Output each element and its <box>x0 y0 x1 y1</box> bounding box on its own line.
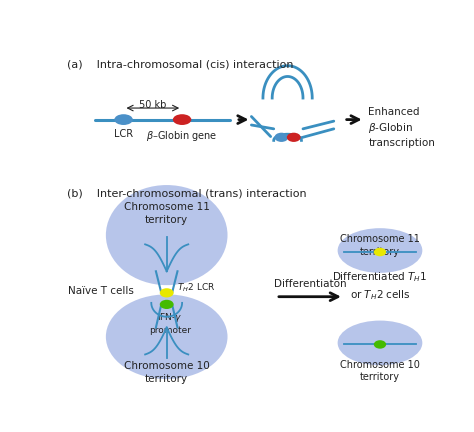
Text: Naïve T cells: Naïve T cells <box>68 286 134 295</box>
Ellipse shape <box>160 300 173 309</box>
Ellipse shape <box>160 288 173 298</box>
Ellipse shape <box>337 228 422 273</box>
Text: (a)    Intra-chromosomal (cis) interaction: (a) Intra-chromosomal (cis) interaction <box>66 60 293 70</box>
Text: Enhanced
$\beta$-Globin
transcription: Enhanced $\beta$-Globin transcription <box>368 107 435 149</box>
Text: Chromosome 11
territory: Chromosome 11 territory <box>124 202 210 225</box>
Ellipse shape <box>274 133 288 142</box>
Text: LCR: LCR <box>114 129 133 139</box>
Ellipse shape <box>106 294 228 379</box>
Ellipse shape <box>374 340 386 349</box>
Ellipse shape <box>173 114 191 125</box>
Ellipse shape <box>106 185 228 285</box>
Ellipse shape <box>374 248 386 256</box>
Text: $\beta$–Globin gene: $\beta$–Globin gene <box>146 129 218 143</box>
Text: Chromosome 10
territory: Chromosome 10 territory <box>340 360 420 382</box>
Text: 50 kb: 50 kb <box>139 100 166 110</box>
Text: IFN-$\gamma$
promoter: IFN-$\gamma$ promoter <box>149 311 191 335</box>
Text: Chromosome 11
territory: Chromosome 11 territory <box>340 234 420 257</box>
Ellipse shape <box>114 114 133 125</box>
Text: (b)    Inter-chromosomal (trans) interaction: (b) Inter-chromosomal (trans) interactio… <box>66 189 306 199</box>
Text: Differentiated $T_H$1
or $T_H$2 cells: Differentiated $T_H$1 or $T_H$2 cells <box>332 270 428 302</box>
Text: Chromosome 10
territory: Chromosome 10 territory <box>124 362 210 384</box>
Text: $T_H$2 LCR: $T_H$2 LCR <box>177 281 216 294</box>
Ellipse shape <box>287 133 301 142</box>
Ellipse shape <box>337 321 422 365</box>
Text: Differentiaton: Differentiaton <box>273 279 346 289</box>
